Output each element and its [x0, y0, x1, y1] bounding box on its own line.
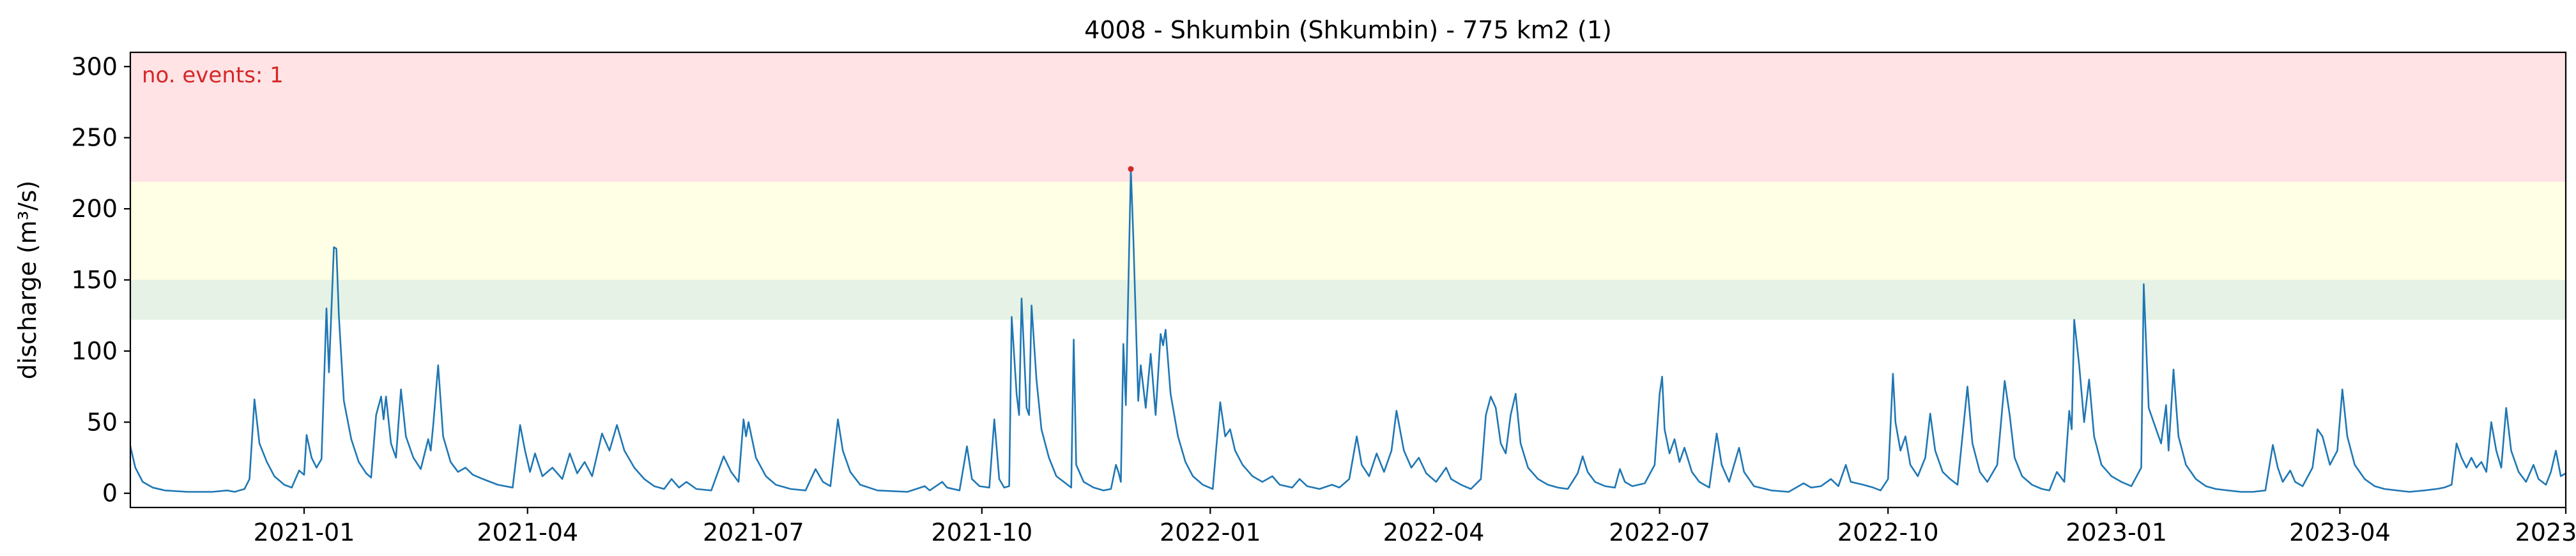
y-tick-label: 250: [71, 124, 118, 152]
x-tick-label: 2021-07: [703, 518, 804, 546]
threshold-band-2: [130, 181, 2566, 280]
x-tick-label: 2023-04: [2289, 518, 2391, 546]
threshold-bands: [130, 52, 2566, 320]
x-tick-label: 2022-04: [1383, 518, 1485, 546]
y-tick-label: 150: [71, 266, 118, 294]
x-tick-label: 2023-01: [2066, 518, 2167, 546]
x-tick-label: 2022-10: [1837, 518, 1939, 546]
y-tick-label: 50: [87, 408, 118, 436]
y-tick-label: 100: [71, 337, 118, 365]
x-tick-label: 2021-01: [254, 518, 355, 546]
y-axis-ticks: 0 50 100 150 200 250 300: [71, 52, 130, 507]
x-tick-label: 2022-07: [1609, 518, 1710, 546]
x-tick-label: 2021-04: [477, 518, 578, 546]
y-tick-label: 0: [102, 479, 118, 507]
y-tick-label: 300: [71, 52, 118, 80]
threshold-band-1: [130, 280, 2566, 320]
y-axis-title: discharge (m³/s): [13, 181, 42, 380]
threshold-band-3: [130, 52, 2566, 182]
chart-title: 4008 - Shkumbin (Shkumbin) - 775 km2 (1): [1084, 16, 1612, 44]
event-markers: [1128, 166, 1134, 172]
event-marker-1: [1128, 166, 1134, 172]
x-tick-label: 2022-01: [1160, 518, 1261, 546]
y-tick-label: 200: [71, 195, 118, 223]
x-tick-label: 2021-10: [931, 518, 1032, 546]
x-axis-ticks: 2021-01 2021-04 2021-07 2021-10 2022-01 2022-…: [254, 507, 2576, 546]
x-tick-label: 2023-07: [2515, 518, 2576, 546]
discharge-series-line: [129, 168, 2566, 493]
events-count-label: no. events: 1: [142, 63, 284, 88]
